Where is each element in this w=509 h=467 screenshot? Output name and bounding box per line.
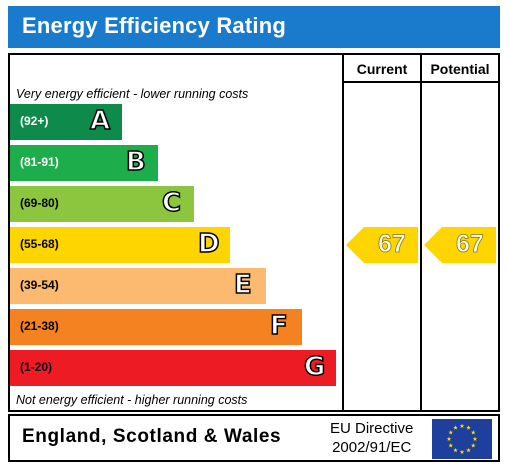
band-range-label: (69-80)	[20, 196, 59, 210]
eu-star	[453, 425, 458, 430]
current-rating-arrow-shape	[346, 227, 418, 263]
eu-star	[453, 447, 458, 453]
footer-country: England, Scotland & Wales	[22, 426, 282, 447]
eu-stars	[446, 423, 478, 454]
band-range-label: (1-20)	[20, 360, 53, 374]
eu-directive-line2: 2002/91/EC	[332, 439, 412, 456]
eu-star	[446, 436, 452, 441]
eu-star	[448, 430, 454, 435]
band-letter: G	[303, 351, 326, 383]
rating-frame: Current Potential Very energy efficient …	[8, 53, 500, 412]
potential-column-divider	[420, 55, 422, 410]
band-letter: D	[197, 228, 220, 260]
eu-star	[466, 447, 471, 453]
title-bar: Energy Efficiency Rating	[8, 6, 500, 48]
band-range-label: (81-91)	[20, 155, 59, 169]
band-range-label: (55-68)	[20, 237, 59, 251]
potential-rating-arrow: 67	[424, 227, 496, 263]
eu-star	[472, 436, 478, 441]
footer: England, Scotland & Wales EU Directive 2…	[8, 414, 500, 462]
eu-star	[459, 449, 465, 454]
eu-star	[448, 443, 454, 448]
top-note: Very energy efficient - lower running co…	[16, 87, 249, 101]
band-d: (55-68) D	[10, 227, 230, 263]
band-letter: A	[89, 105, 111, 137]
band-letter: E	[233, 269, 252, 301]
band-range-label: (21-38)	[20, 319, 59, 333]
current-column-divider	[342, 55, 344, 410]
band-letter: F	[269, 310, 288, 342]
current-column-header: Current	[356, 61, 408, 77]
eu-directive: EU Directive 2002/91/EC	[330, 419, 413, 457]
band-a: (92+) A	[10, 104, 122, 140]
eu-directive-line1: EU Directive	[330, 420, 414, 437]
band-c: (69-80) C	[10, 186, 194, 222]
current-rating-arrow-polygon	[346, 227, 418, 263]
bottom-note: Not energy efficient - higher running co…	[16, 393, 248, 407]
band-f: (21-38) F	[10, 309, 302, 345]
band-e: (39-54) E	[10, 268, 266, 304]
band-letter: B	[125, 146, 146, 178]
band-b: (81-91) B	[10, 145, 158, 181]
band-range-label: (39-54)	[20, 278, 59, 292]
potential-rating-arrow-value: 67	[456, 230, 485, 259]
eu-star	[470, 430, 476, 435]
header-divider	[344, 81, 498, 83]
current-rating-arrow: 67	[346, 227, 418, 263]
eu-star	[470, 443, 476, 448]
potential-column-header: Potential	[430, 61, 490, 77]
potential-rating-arrow-shape	[424, 227, 496, 263]
band-g: (1-20) G	[10, 350, 336, 386]
band-letter: C	[161, 187, 182, 219]
current-rating-arrow-value: 67	[378, 230, 407, 259]
potential-rating-arrow-polygon	[424, 227, 496, 263]
eu-flag-icon	[432, 419, 492, 459]
chart-title: Energy Efficiency Rating	[22, 13, 286, 38]
eu-star	[466, 425, 471, 430]
band-range-label: (92+)	[20, 114, 49, 128]
eu-star	[459, 423, 465, 428]
